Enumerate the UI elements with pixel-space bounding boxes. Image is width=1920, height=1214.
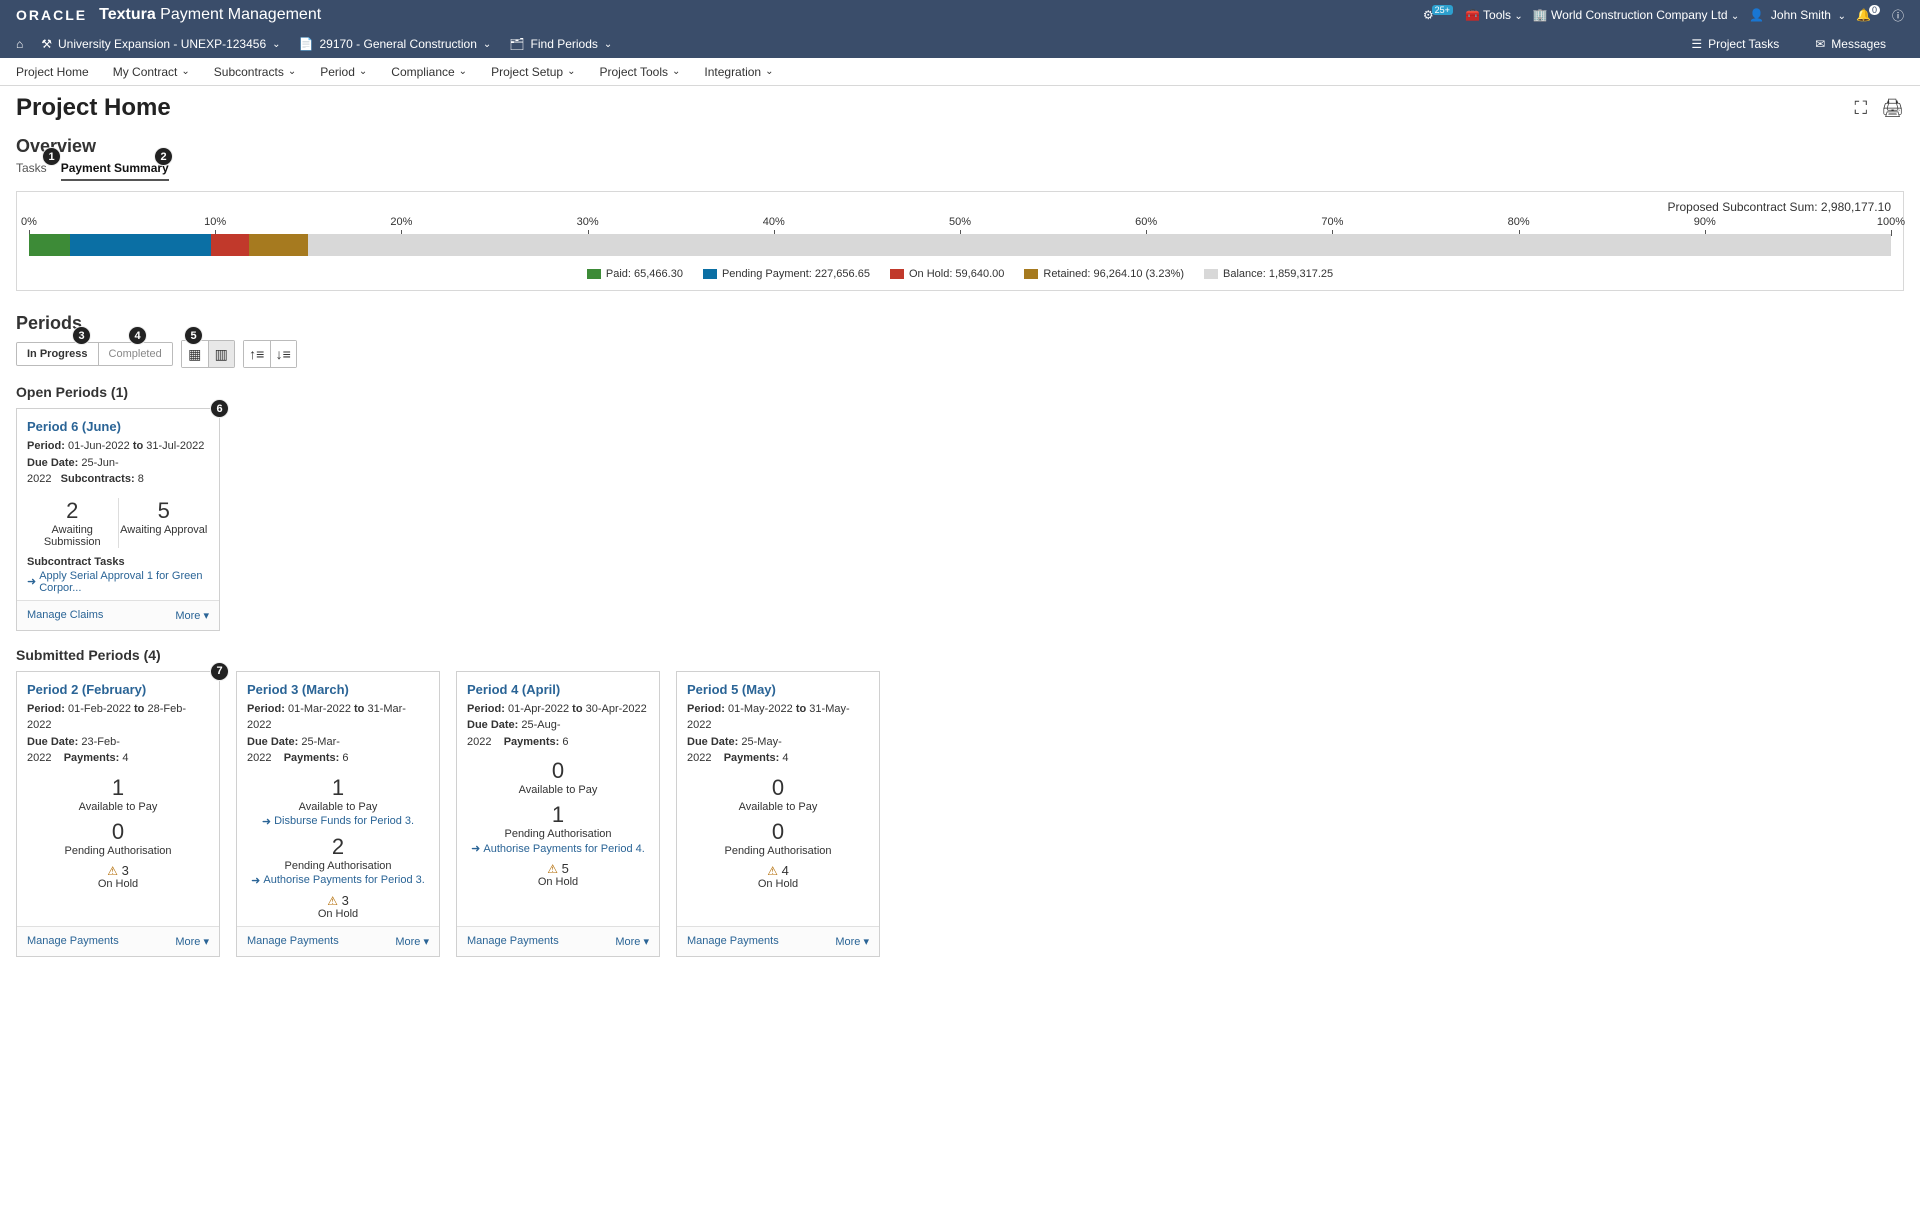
legend-item: On Hold: 59,640.00 [890,268,1004,280]
period-card: Period 5 (May)Period: 01-May-2022 to 31-… [676,671,880,957]
subcontract-selector[interactable]: 📄 29170 - General Construction ⌄ [299,37,492,51]
project-tasks-link[interactable]: ☰ Project Tasks [1691,37,1779,51]
print-icon[interactable]: 🖨 [1881,98,1904,119]
legend-item: Pending Payment: 227,656.65 [703,268,870,280]
more-menu[interactable]: More ▾ [175,609,209,622]
disburse-link[interactable]: ➜ Disburse Funds for Period 3. [247,815,429,828]
expand-icon[interactable]: ⛶ [1855,98,1868,119]
tab-tasks[interactable]: Tasks [16,161,47,181]
chart-tick: 60% [1135,216,1157,228]
chart-segment [211,234,248,256]
chart-tick: 0% [21,216,37,228]
overview-title: Overview [16,136,1904,157]
legend-item: Balance: 1,859,317.25 [1204,268,1333,280]
settings-icon[interactable]: ⚙25+ [1423,8,1455,22]
chart-tick: 100% [1877,216,1905,228]
tools-menu[interactable]: 🧰 Tools ⌄ [1465,8,1523,22]
menu-my-contract[interactable]: My Contract⌄ [113,65,190,79]
callout-5: 5 [184,326,203,345]
authorise-link[interactable]: ➜ Authorise Payments for Period 3. [247,874,429,887]
more-menu[interactable]: More ▾ [835,935,869,948]
menu-period[interactable]: Period⌄ [320,65,367,79]
home-icon[interactable]: ⌂ [16,37,23,51]
period-title-link[interactable]: Period 6 (June) [27,419,209,434]
manage-payments-link[interactable]: Manage Payments [687,935,779,948]
period-card: Period 3 (March)Period: 01-Mar-2022 to 3… [236,671,440,957]
find-periods[interactable]: 🗂 Find Periods ⌄ [509,37,612,51]
chart-segment [70,234,212,256]
subcontract-task-link[interactable]: ➜Apply Serial Approval 1 for Green Corpo… [27,570,209,594]
user-menu[interactable]: 👤 John Smith ⌄ [1749,8,1846,22]
callout-7: 7 [210,662,229,681]
chart-tick: 40% [763,216,785,228]
callout-3: 3 [72,326,91,345]
manage-claims-link[interactable]: Manage Claims [27,609,103,622]
chart-tick: 80% [1508,216,1530,228]
more-menu[interactable]: More ▾ [615,935,649,948]
more-menu[interactable]: More ▾ [175,935,209,948]
chart-tick: 20% [390,216,412,228]
period-title-link[interactable]: Period 2 (February) [27,682,209,697]
legend-item: Retained: 96,264.10 (3.23%) [1024,268,1184,280]
payment-summary-chart: Proposed Subcontract Sum: 2,980,177.10 0… [16,191,1904,291]
page-title: Project Home [16,94,171,122]
chart-tick: 90% [1694,216,1716,228]
menu-project-tools[interactable]: Project Tools⌄ [600,65,681,79]
period-card-open: 6 Period 6 (June) Period: 01-Jun-2022 to… [16,408,220,631]
chart-tick: 30% [577,216,599,228]
period-title-link[interactable]: Period 4 (April) [467,682,649,697]
oracle-logo: ORACLE [16,7,87,23]
tab-payment-summary[interactable]: Payment Summary [61,161,169,181]
help-icon[interactable]: ⓘ [1892,7,1904,24]
chart-tick: 10% [204,216,226,228]
chart-tick: 50% [949,216,971,228]
menu-integration[interactable]: Integration⌄ [704,65,773,79]
project-selector[interactable]: ⚒ University Expansion - UNEXP-123456 ⌄ [41,37,280,51]
menu-project-home[interactable]: Project Home [16,65,89,79]
more-menu[interactable]: More ▾ [395,935,429,948]
view-card-icon[interactable]: ▥ [208,341,234,367]
sort-desc-icon[interactable]: ↓≡ [270,341,296,367]
callout-2: 2 [154,147,173,166]
manage-payments-link[interactable]: Manage Payments [247,935,339,948]
callout-6: 6 [210,399,229,418]
period-title-link[interactable]: Period 3 (March) [247,682,429,697]
authorise-link[interactable]: ➜ Authorise Payments for Period 4. [467,842,649,855]
chart-tick: 70% [1321,216,1343,228]
filter-completed[interactable]: Completed [98,343,172,365]
open-periods-heading: Open Periods (1) [16,384,1904,400]
filter-in-progress[interactable]: In Progress [17,343,98,365]
period-title-link[interactable]: Period 5 (May) [687,682,869,697]
callout-4: 4 [128,326,147,345]
sort-asc-icon[interactable]: ↑≡ [244,341,270,367]
menu-compliance[interactable]: Compliance⌄ [391,65,467,79]
menu-subcontracts[interactable]: Subcontracts⌄ [214,65,296,79]
messages-link[interactable]: ✉ Messages [1815,37,1886,51]
period-card: Period 4 (April)Period: 01-Apr-2022 to 3… [456,671,660,957]
submitted-periods-heading: Submitted Periods (4) [16,647,1904,663]
bell-icon[interactable]: 🔔0 [1856,8,1882,22]
legend-item: Paid: 65,466.30 [587,268,683,280]
chart-segment [308,234,1891,256]
manage-payments-link[interactable]: Manage Payments [27,935,119,948]
company-menu[interactable]: 🏢 World Construction Company Ltd ⌄ [1533,8,1740,22]
app-name: Textura Payment Management [99,6,321,24]
manage-payments-link[interactable]: Manage Payments [467,935,559,948]
menu-project-setup[interactable]: Project Setup⌄ [491,65,575,79]
chart-segment [29,234,70,256]
chart-segment [249,234,309,256]
periods-title: Periods [16,313,1904,334]
period-card: 7Period 2 (February)Period: 01-Feb-2022 … [16,671,220,957]
callout-1: 1 [42,147,61,166]
